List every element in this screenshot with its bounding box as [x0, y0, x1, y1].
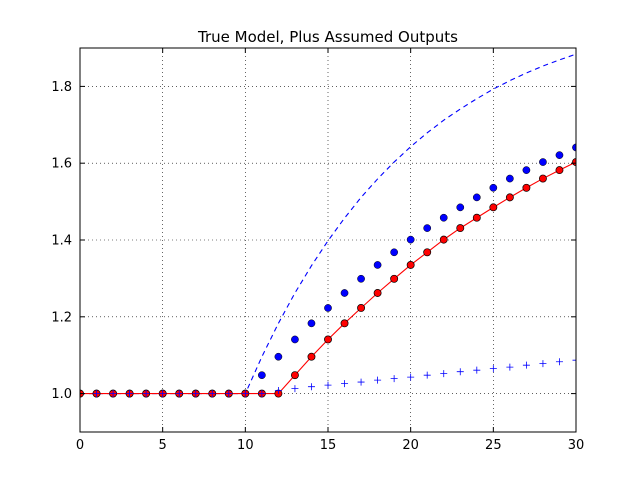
x-tick-label: 25	[485, 438, 502, 453]
grid	[80, 48, 576, 432]
y-tick-label: 1.2	[51, 310, 72, 325]
blue-circle-point	[522, 166, 531, 174]
blue-circle-point	[472, 193, 481, 202]
x-tick-label: 0	[76, 438, 84, 453]
red-circle-point	[538, 174, 547, 183]
red-circle-point	[489, 203, 498, 212]
red-circle-point	[522, 183, 531, 192]
blue-circle-point	[373, 261, 382, 269]
red-circle-point	[340, 319, 349, 328]
axes: 0 5 10 15 20 25 30 1.0 1.2 1.4 1.6 1.8	[51, 48, 584, 453]
plus-marker-point	[126, 390, 134, 398]
red-circle-point	[472, 213, 481, 222]
blue-circle-point	[506, 174, 514, 183]
blue-circle-point	[456, 203, 465, 212]
plus-marker-point	[506, 363, 514, 371]
plus-marker-point	[374, 376, 382, 384]
y-tick-label: 1.0	[51, 387, 72, 402]
red-circle-point	[555, 166, 564, 175]
red-circle-point	[290, 371, 299, 380]
red-circle-point	[456, 224, 465, 233]
y-tick-label: 1.8	[51, 80, 72, 95]
plus-marker-point	[473, 366, 481, 374]
red-circle-point	[423, 248, 432, 257]
plus-marker-point	[522, 361, 530, 369]
blue-circle-point	[307, 319, 316, 328]
plus-marker-point	[274, 387, 282, 395]
plus-marker-point	[324, 381, 332, 389]
x-tick-label: 15	[320, 438, 337, 453]
dashed-series-line	[80, 53, 576, 395]
plus-marker-point	[291, 385, 299, 393]
plus-marker-point	[175, 390, 183, 398]
red-circle-point	[324, 335, 332, 344]
plus-marker-point	[489, 365, 497, 373]
plus-marker-point	[208, 390, 216, 398]
x-tick-label: 5	[159, 438, 167, 453]
plus-marker-point	[225, 390, 233, 398]
chart-title: True Model, Plus Assumed Outputs	[197, 28, 458, 46]
red-circle-point	[572, 158, 576, 166]
blue-circle-point	[489, 183, 498, 192]
red-circle-point	[439, 235, 448, 244]
plus-marker-point	[423, 371, 431, 379]
blue-circle-point	[406, 235, 415, 244]
blue-circle-point	[357, 274, 365, 283]
plus-marker-point	[390, 375, 398, 383]
plus-marker-point	[456, 368, 464, 376]
blue-circle-point	[274, 352, 283, 361]
plus-marker-point	[109, 390, 117, 398]
y-tick-label: 1.4	[51, 234, 72, 249]
plus-marker-point	[440, 370, 448, 378]
red-circle-point	[357, 304, 366, 312]
x-tick-label: 10	[237, 438, 254, 453]
blue-circle-point	[258, 371, 266, 380]
blue-circle-point	[572, 143, 576, 152]
plus-marker-point	[93, 390, 101, 398]
plus-marker-point	[142, 390, 150, 398]
red-circle-point	[406, 261, 415, 269]
blue-circle-point	[555, 151, 564, 159]
plus-marker-point	[539, 360, 547, 368]
y-tick-label: 1.6	[51, 157, 72, 172]
red-circle-point	[373, 289, 382, 297]
plus-marker-point	[572, 356, 576, 364]
plus-marker-point	[159, 390, 167, 398]
blue-circle-point	[291, 335, 299, 344]
blue-circle-point	[439, 213, 448, 222]
blue-circle-point	[539, 158, 547, 166]
plus-marker-point	[341, 380, 349, 388]
plus-marker-point	[357, 378, 365, 386]
plus-marker-point	[241, 390, 249, 398]
x-tick-label: 20	[402, 438, 419, 453]
x-tick-label: 30	[568, 438, 585, 453]
plus-marker-point	[258, 390, 266, 398]
red-circle-point	[307, 352, 316, 361]
plus-marker-point	[555, 358, 563, 366]
plot-series	[80, 53, 576, 398]
red-circle-point	[390, 274, 399, 283]
plus-marker-point	[407, 373, 415, 381]
red-circle-point	[505, 193, 514, 202]
blue-circle-point	[324, 304, 332, 312]
blue-circle-point	[340, 289, 349, 297]
blue-circle-point	[390, 248, 398, 257]
plus-marker-point	[307, 383, 315, 391]
blue-circle-point	[423, 224, 432, 232]
plus-marker-point	[192, 390, 200, 398]
